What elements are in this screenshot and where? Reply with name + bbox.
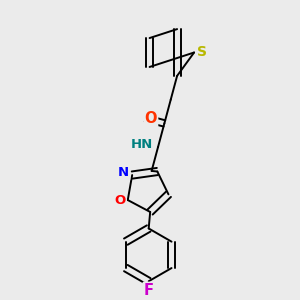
Text: O: O (145, 111, 157, 126)
Text: O: O (115, 194, 126, 206)
Text: F: F (144, 283, 154, 298)
Text: S: S (196, 46, 207, 59)
Text: HN: HN (130, 138, 153, 151)
Text: N: N (118, 166, 129, 179)
